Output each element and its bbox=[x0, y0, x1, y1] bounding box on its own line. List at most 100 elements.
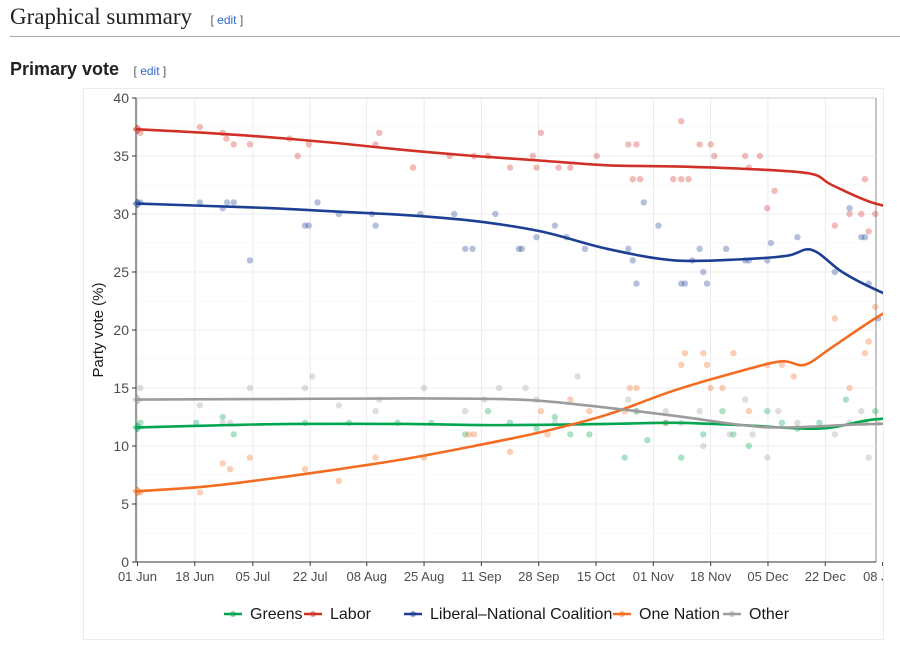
poll-point bbox=[778, 419, 786, 426]
poll-point bbox=[872, 408, 879, 415]
poll-point bbox=[537, 408, 545, 415]
poll-point bbox=[529, 152, 537, 160]
poll-point bbox=[335, 402, 343, 409]
subsection-heading: Primary vote [ edit ] bbox=[10, 58, 166, 80]
chart-figure: 0 5 10 15 20 25 30 35 40 01 Jun 18 Jun 05 Jul 22 Jul… bbox=[83, 88, 884, 640]
poll-point bbox=[506, 448, 514, 455]
poll-point bbox=[764, 408, 771, 415]
edit-bracket-open: [ bbox=[133, 64, 137, 78]
x-tick-label: 28 Sep bbox=[518, 569, 559, 584]
x-tick-label: 01 Jun bbox=[118, 569, 157, 584]
poll-point bbox=[226, 466, 234, 473]
series-points-one-nation bbox=[137, 303, 879, 496]
poll-point bbox=[593, 152, 600, 160]
section-edit-link[interactable]: edit bbox=[217, 13, 237, 27]
poll-point bbox=[764, 454, 771, 461]
legend-swatch-dot bbox=[310, 611, 316, 617]
poll-point bbox=[858, 210, 865, 218]
poll-point bbox=[625, 141, 632, 148]
poll-point bbox=[719, 384, 726, 392]
poll-point bbox=[678, 454, 685, 461]
legend-item-labor: Labor bbox=[304, 606, 372, 623]
legend-swatch-dot bbox=[410, 611, 416, 617]
poll-point bbox=[294, 152, 301, 160]
poll-point bbox=[681, 280, 689, 287]
poll-point bbox=[196, 402, 204, 409]
poll-point bbox=[775, 408, 782, 415]
y-tick-label: 10 bbox=[113, 438, 129, 454]
poll-point bbox=[518, 245, 525, 252]
poll-point bbox=[305, 222, 312, 229]
poll-point bbox=[567, 164, 574, 171]
x-tick-label: 05 Dec bbox=[747, 569, 789, 584]
poll-point bbox=[309, 373, 316, 380]
poll-point bbox=[696, 245, 703, 252]
poll-point bbox=[372, 222, 379, 229]
poll-point bbox=[707, 384, 714, 392]
poll-point bbox=[846, 384, 853, 392]
poll-point bbox=[794, 419, 801, 426]
poll-point bbox=[726, 431, 733, 438]
poll-point bbox=[640, 199, 647, 206]
y-tick-label: 25 bbox=[113, 264, 129, 280]
poll-point bbox=[533, 164, 540, 171]
poll-point bbox=[700, 350, 707, 357]
x-tick-label: 08 Jan bbox=[863, 569, 883, 584]
poll-point bbox=[730, 350, 737, 357]
poll-point bbox=[196, 199, 204, 206]
x-tick-label: 25 Aug bbox=[404, 569, 445, 584]
poll-point bbox=[629, 257, 636, 264]
poll-point bbox=[625, 245, 632, 252]
poll-point bbox=[196, 489, 204, 496]
trend-line-liberal-national-coalition bbox=[136, 202, 883, 295]
edit-bracket-open: [ bbox=[210, 13, 214, 27]
poll-point bbox=[696, 408, 703, 415]
poll-point bbox=[137, 384, 144, 392]
poll-point bbox=[831, 315, 839, 322]
poll-point bbox=[409, 164, 417, 171]
poll-point bbox=[669, 176, 677, 183]
poll-point bbox=[681, 350, 689, 357]
legend-swatch-dot bbox=[619, 611, 625, 617]
x-tick-label: 11 Sep bbox=[461, 569, 501, 584]
poll-point bbox=[749, 431, 756, 438]
poll-point bbox=[420, 384, 428, 392]
trend-line-greens bbox=[136, 417, 883, 431]
poll-point bbox=[462, 245, 469, 252]
poll-point bbox=[700, 268, 707, 276]
poll-point bbox=[567, 431, 574, 438]
poll-point bbox=[586, 408, 593, 415]
poll-point bbox=[678, 280, 685, 287]
y-tick-label: 5 bbox=[121, 496, 129, 512]
poll-point bbox=[636, 176, 644, 183]
poll-point bbox=[335, 477, 343, 484]
poll-point bbox=[719, 408, 726, 415]
legend-item-one-nation: One Nation bbox=[613, 606, 720, 623]
poll-point bbox=[450, 210, 458, 218]
x-tick-label: 15 Oct bbox=[577, 569, 616, 584]
poll-point bbox=[678, 118, 685, 125]
poll-point bbox=[515, 245, 523, 252]
legend-label: One Nation bbox=[639, 606, 720, 623]
poll-point bbox=[685, 176, 692, 183]
poll-point bbox=[872, 303, 879, 310]
subsection-edit-link[interactable]: edit bbox=[140, 64, 160, 78]
poll-point bbox=[745, 442, 753, 450]
poll-point bbox=[492, 210, 499, 218]
series-points-labor bbox=[137, 118, 879, 235]
poll-point bbox=[625, 396, 632, 403]
poll-point bbox=[771, 187, 778, 194]
poll-point bbox=[842, 396, 850, 403]
x-tick-label: 01 Nov bbox=[633, 569, 675, 584]
poll-point bbox=[816, 419, 823, 426]
poll-point bbox=[831, 222, 839, 229]
section-heading: Graphical summary [ edit ] bbox=[10, 4, 900, 37]
poll-point bbox=[495, 384, 503, 392]
poll-point bbox=[629, 176, 636, 183]
y-tick-label: 35 bbox=[113, 148, 129, 164]
poll-point bbox=[522, 384, 529, 392]
primary-vote-chart: 0 5 10 15 20 25 30 35 40 01 Jun 18 Jun 05 Jul 22 Jul… bbox=[90, 90, 883, 623]
poll-point bbox=[633, 280, 640, 287]
section-edit-wrapper: [ edit ] bbox=[210, 13, 243, 27]
start-marker-labor bbox=[132, 124, 143, 135]
